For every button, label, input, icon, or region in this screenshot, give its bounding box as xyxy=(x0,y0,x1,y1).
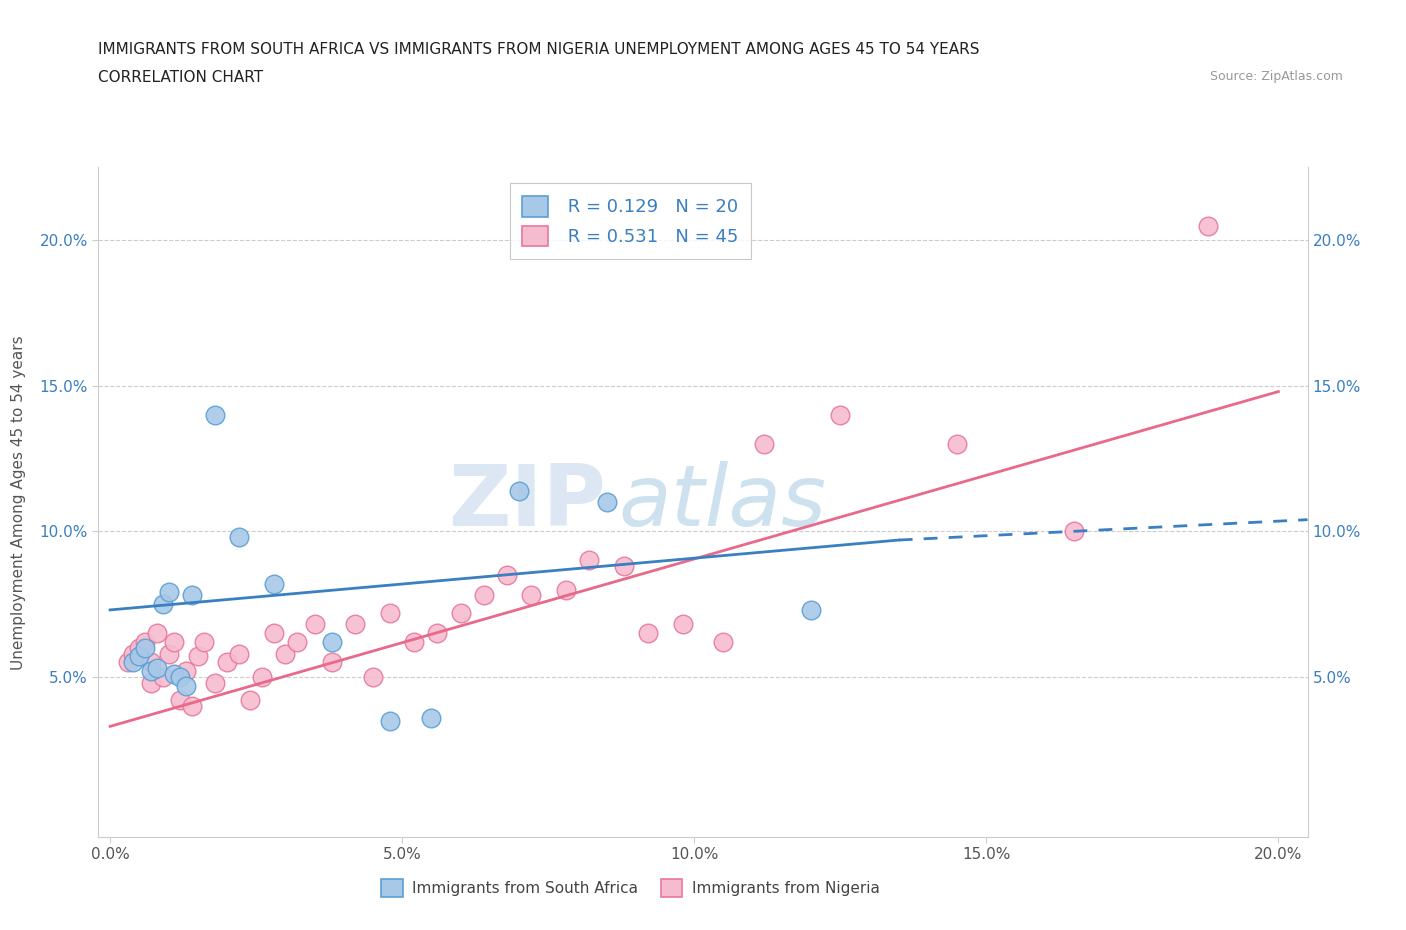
Point xyxy=(128,649,150,664)
Point xyxy=(239,693,262,708)
Point xyxy=(174,664,197,679)
Point xyxy=(1197,219,1219,233)
Point xyxy=(122,646,145,661)
Point xyxy=(180,588,202,603)
Point xyxy=(637,626,659,641)
Point xyxy=(274,646,297,661)
Point xyxy=(163,667,186,682)
Point xyxy=(508,483,530,498)
Text: Source: ZipAtlas.com: Source: ZipAtlas.com xyxy=(1209,70,1343,83)
Point xyxy=(169,693,191,708)
Point xyxy=(519,588,541,603)
Point xyxy=(671,617,693,631)
Legend: Immigrants from South Africa, Immigrants from Nigeria: Immigrants from South Africa, Immigrants… xyxy=(375,873,886,903)
Point xyxy=(754,436,776,451)
Point xyxy=(228,530,250,545)
Point xyxy=(420,711,443,725)
Point xyxy=(402,634,425,649)
Point xyxy=(157,646,180,661)
Point xyxy=(204,675,226,690)
Text: IMMIGRANTS FROM SOUTH AFRICA VS IMMIGRANTS FROM NIGERIA UNEMPLOYMENT AMONG AGES : IMMIGRANTS FROM SOUTH AFRICA VS IMMIGRAN… xyxy=(98,42,980,57)
Point xyxy=(146,626,169,641)
Point xyxy=(321,634,343,649)
Point xyxy=(215,655,238,670)
Point xyxy=(169,670,191,684)
Point xyxy=(285,634,308,649)
Point xyxy=(250,670,273,684)
Point xyxy=(554,582,576,597)
Point xyxy=(146,660,169,675)
Point xyxy=(204,407,226,422)
Point xyxy=(139,664,162,679)
Point xyxy=(1063,524,1085,538)
Text: CORRELATION CHART: CORRELATION CHART xyxy=(98,70,263,85)
Point xyxy=(180,698,202,713)
Point xyxy=(174,678,197,693)
Point xyxy=(450,605,472,620)
Point xyxy=(117,655,139,670)
Point xyxy=(152,670,174,684)
Point xyxy=(321,655,343,670)
Point xyxy=(134,641,156,656)
Point xyxy=(128,641,150,656)
Text: atlas: atlas xyxy=(619,460,827,544)
Point xyxy=(263,577,285,591)
Point xyxy=(946,436,969,451)
Point xyxy=(426,626,449,641)
Point xyxy=(800,603,823,618)
Point xyxy=(193,634,215,649)
Point xyxy=(472,588,495,603)
Point xyxy=(496,567,519,582)
Point xyxy=(713,634,735,649)
Text: ZIP: ZIP xyxy=(449,460,606,544)
Point xyxy=(830,407,852,422)
Point xyxy=(344,617,367,631)
Point xyxy=(380,713,402,728)
Point xyxy=(263,626,285,641)
Point xyxy=(187,649,209,664)
Point xyxy=(139,675,162,690)
Point xyxy=(163,634,186,649)
Y-axis label: Unemployment Among Ages 45 to 54 years: Unemployment Among Ages 45 to 54 years xyxy=(11,335,25,670)
Point xyxy=(304,617,326,631)
Point xyxy=(613,559,636,574)
Point xyxy=(134,634,156,649)
Point xyxy=(152,597,174,612)
Point xyxy=(157,585,180,600)
Point xyxy=(595,495,617,510)
Point xyxy=(380,605,402,620)
Point xyxy=(361,670,384,684)
Point xyxy=(228,646,250,661)
Point xyxy=(122,655,145,670)
Point xyxy=(139,655,162,670)
Point xyxy=(578,553,600,568)
